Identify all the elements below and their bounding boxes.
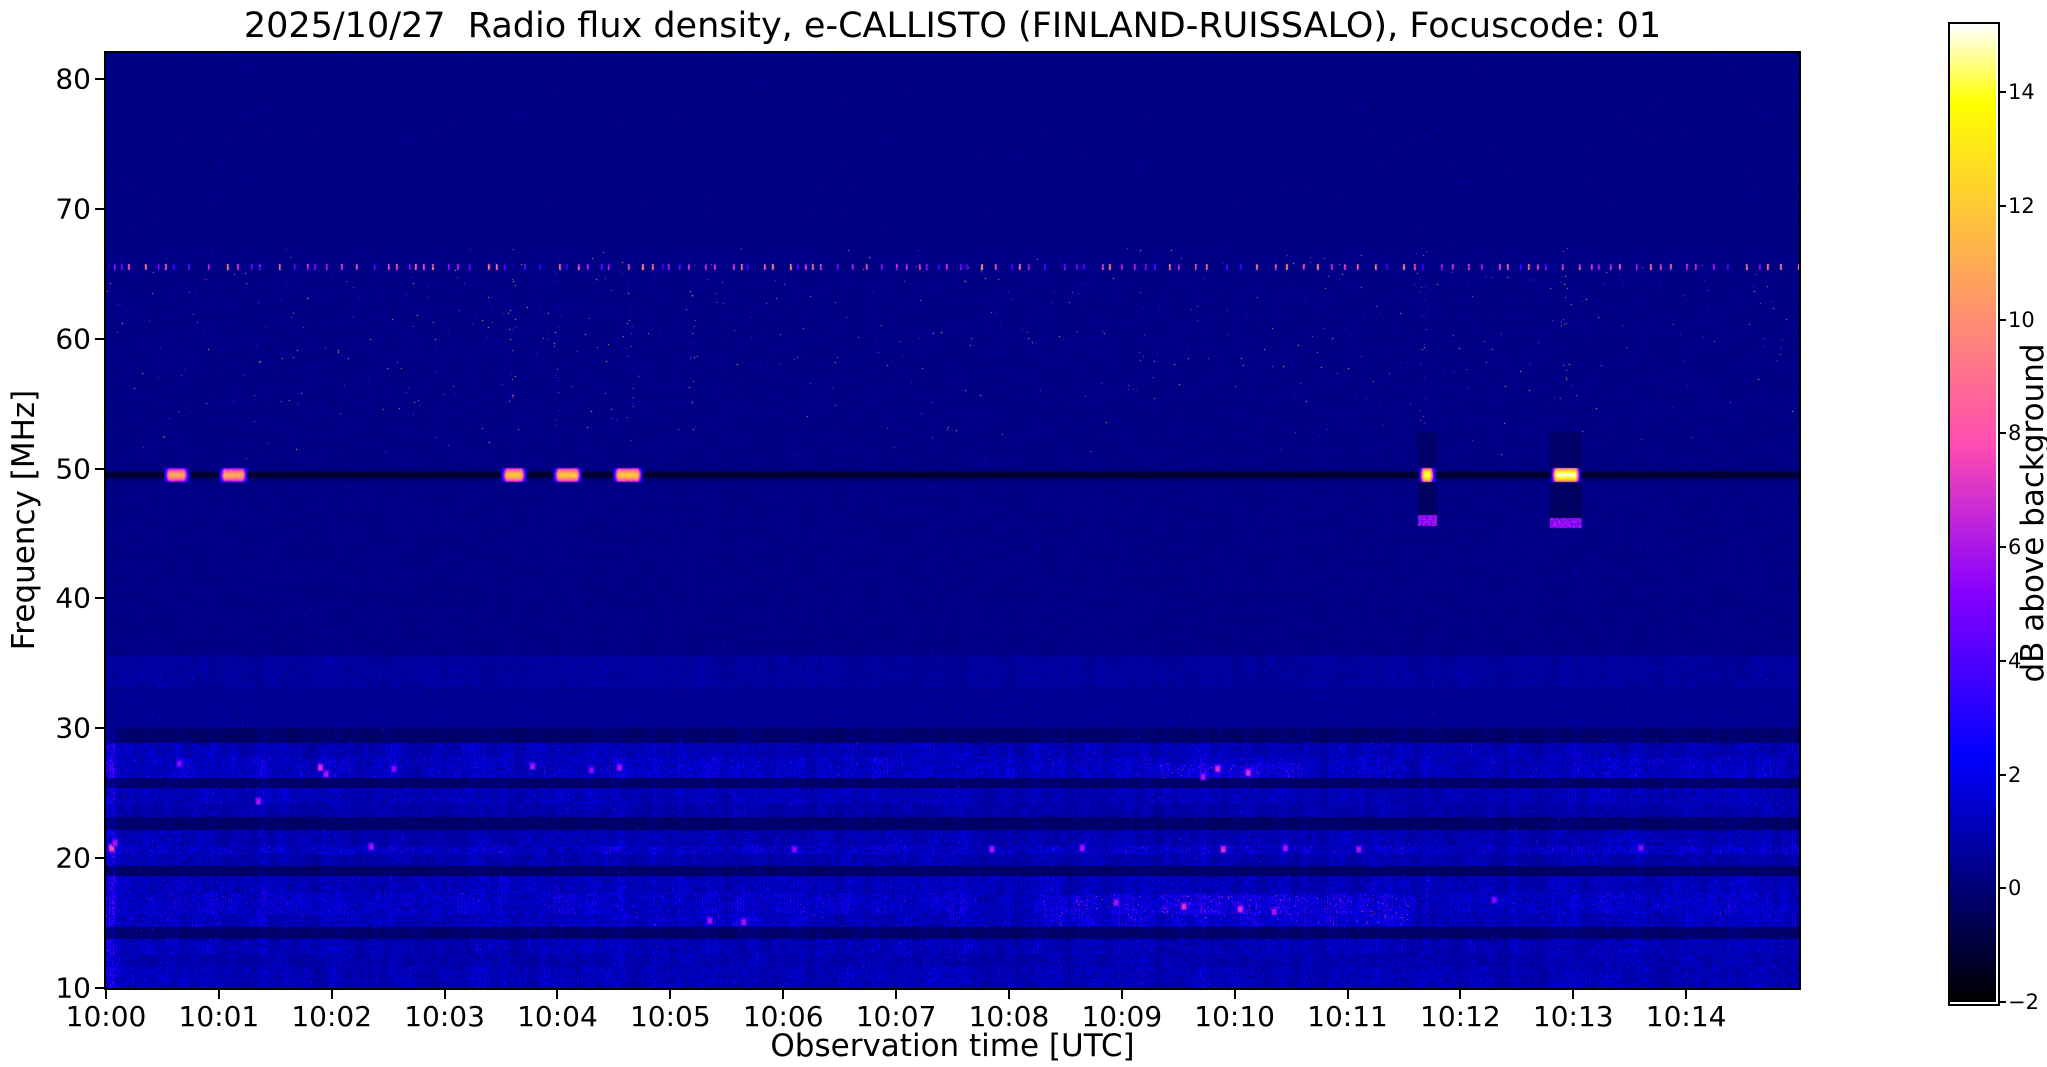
x-tick-label: 10:12: [1420, 1000, 1501, 1033]
x-tick-mark: [1120, 990, 1123, 999]
colorbar-tick-mark: [1998, 773, 2006, 776]
x-tick-mark: [1346, 990, 1349, 999]
x-tick-label: 10:03: [404, 1000, 485, 1033]
x-tick-mark: [669, 990, 672, 999]
x-tick-mark: [1007, 990, 1010, 999]
colorbar-tick-label: 4: [2008, 648, 2022, 673]
chart-title: 2025/10/27 Radio flux density, e-CALLIST…: [243, 6, 1662, 46]
y-tick-label: 70: [55, 192, 91, 226]
colorbar-label: dB above background: [2015, 343, 2047, 683]
x-tick-mark: [895, 990, 898, 999]
colorbar-tick-label: 0: [2008, 876, 2022, 901]
colorbar-tick-mark: [1998, 659, 2006, 662]
colorbar-tick-mark: [1998, 91, 2006, 94]
colorbar-tick-mark: [1998, 1001, 2006, 1003]
x-tick-mark: [217, 990, 220, 999]
y-tick-label: 80: [55, 62, 91, 96]
y-tick-mark: [95, 727, 104, 730]
colorbar-tick-mark: [1998, 546, 2006, 549]
x-tick-label: 10:10: [1194, 1000, 1276, 1033]
colorbar-tick-mark: [1998, 204, 2006, 207]
colorbar-tick-label: 10: [2008, 307, 2035, 332]
y-tick-label: 50: [55, 452, 91, 486]
y-tick-mark: [95, 467, 104, 470]
x-tick-mark: [556, 990, 559, 999]
colorbar-tick-label: 8: [2008, 421, 2022, 446]
x-tick-label: 10:08: [968, 1000, 1050, 1033]
x-tick-mark: [1685, 990, 1688, 999]
y-tick-mark: [95, 207, 104, 210]
x-tick-mark: [1459, 990, 1462, 999]
colorbar-gradient: [1950, 24, 1996, 1002]
colorbar-tick-label: 12: [2008, 193, 2035, 218]
colorbar-tick-mark: [1998, 887, 2006, 890]
x-tick-label: 10:09: [1081, 1000, 1163, 1033]
x-tick-mark: [1233, 990, 1236, 999]
x-tick-label: 10:04: [517, 1000, 598, 1033]
x-tick-label: 10:13: [1532, 1000, 1614, 1033]
y-tick-mark: [95, 597, 104, 600]
x-tick-mark: [1572, 990, 1575, 999]
y-tick-mark: [95, 987, 104, 989]
x-tick-label: 10:02: [291, 1000, 373, 1033]
y-tick-label: 40: [55, 581, 91, 615]
x-tick-label: 10:06: [742, 1000, 824, 1033]
x-tick-label: 10:00: [65, 1000, 147, 1033]
y-tick-label: 10: [55, 971, 91, 1005]
y-tick-mark: [95, 337, 104, 340]
y-tick-mark: [95, 857, 104, 860]
colorbar-tick-label: 14: [2008, 80, 2035, 105]
y-tick-label: 20: [55, 841, 91, 875]
x-tick-mark: [105, 990, 107, 999]
colorbar-tick-label: 2: [2008, 762, 2022, 787]
spectrogram-canvas: [106, 53, 1799, 988]
x-tick-mark: [443, 990, 446, 999]
y-tick-label: 30: [55, 711, 91, 745]
y-tick-label: 60: [55, 322, 91, 356]
colorbar-tick-label: 6: [2008, 535, 2022, 560]
x-tick-label: 10:07: [855, 1000, 937, 1033]
x-tick-label: 10:05: [629, 1000, 711, 1033]
x-tick-label: 10:11: [1307, 1000, 1388, 1033]
y-tick-mark: [95, 77, 104, 80]
x-tick-mark: [782, 990, 785, 999]
colorbar-tick-mark: [1998, 318, 2006, 321]
colorbar-tick-label: −2: [2008, 990, 2039, 1014]
colorbar-tick-mark: [1998, 432, 2006, 435]
x-tick-label: 10:01: [178, 1000, 260, 1033]
x-tick-mark: [330, 990, 333, 999]
x-tick-label: 10:14: [1645, 1000, 1727, 1033]
x-axis-label: Observation time [UTC]: [770, 1028, 1135, 1064]
